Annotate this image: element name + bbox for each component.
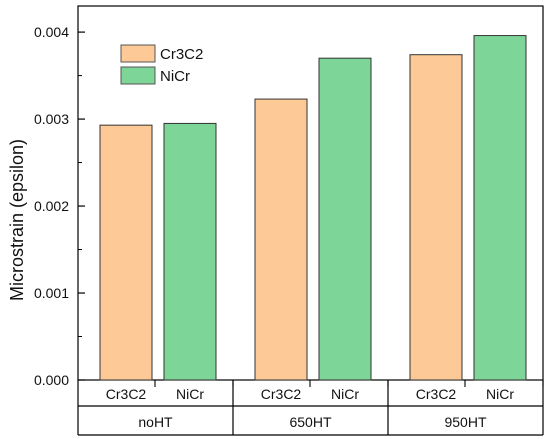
- bar-cr3c2-650ht: [254, 98, 308, 381]
- bar-nicr-950ht: [473, 35, 527, 381]
- x-group-label: 650HT: [289, 414, 331, 430]
- bar-cr3c2-noht: [99, 124, 153, 381]
- y-tick-label: 0.001: [34, 285, 69, 301]
- y-tick-label: 0.000: [34, 372, 69, 388]
- x-subcategory-label: Cr3C2: [106, 386, 147, 402]
- legend-label-cr3c2: Cr3C2: [160, 46, 203, 63]
- x-group-label: noHT: [138, 414, 173, 430]
- legend-swatch-cr3c2: [120, 44, 156, 63]
- bar-cr3c2-950ht: [409, 54, 463, 381]
- bar-nicr-noht: [163, 122, 217, 381]
- x-subcategory-label: NiCr: [331, 386, 359, 402]
- y-tick-label: 0.003: [34, 111, 69, 127]
- x-subcategory-label: NiCr: [486, 386, 514, 402]
- x-subcategory-label: NiCr: [176, 386, 204, 402]
- x-subcategory-label: Cr3C2: [416, 386, 457, 402]
- x-group-label: 950HT: [444, 414, 486, 430]
- legend-swatch-nicr: [120, 66, 156, 85]
- bar-nicr-650ht: [318, 57, 372, 381]
- legend: Cr3C2 NiCr: [120, 44, 203, 85]
- y-axis-label: Microstrain (epsilon): [7, 139, 27, 301]
- y-tick-label: 0.002: [34, 198, 69, 214]
- y-tick-label: 0.004: [34, 24, 69, 40]
- x-subcategory-label: Cr3C2: [261, 386, 302, 402]
- legend-label-nicr: NiCr: [160, 68, 190, 85]
